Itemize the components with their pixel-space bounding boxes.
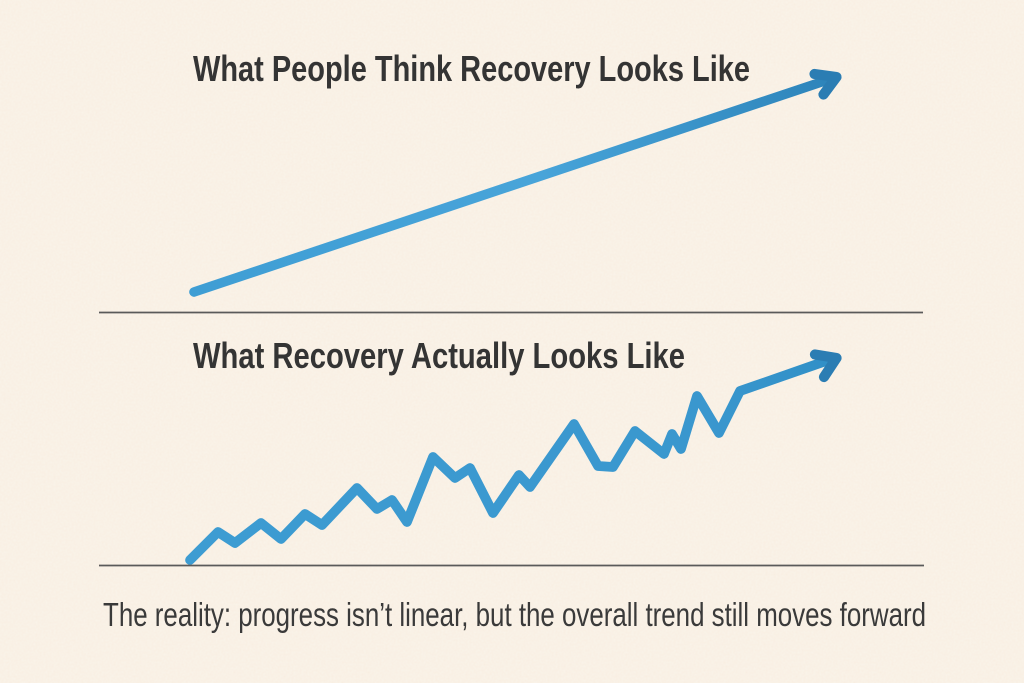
svg-text:What Recovery Actually Looks L: What Recovery Actually Looks Like: [193, 335, 685, 376]
svg-text:What People Think Recovery Loo: What People Think Recovery Looks Like: [193, 48, 750, 89]
svg-text:The reality: progress isn’t li: The reality: progress isn’t linear, but …: [103, 596, 926, 633]
